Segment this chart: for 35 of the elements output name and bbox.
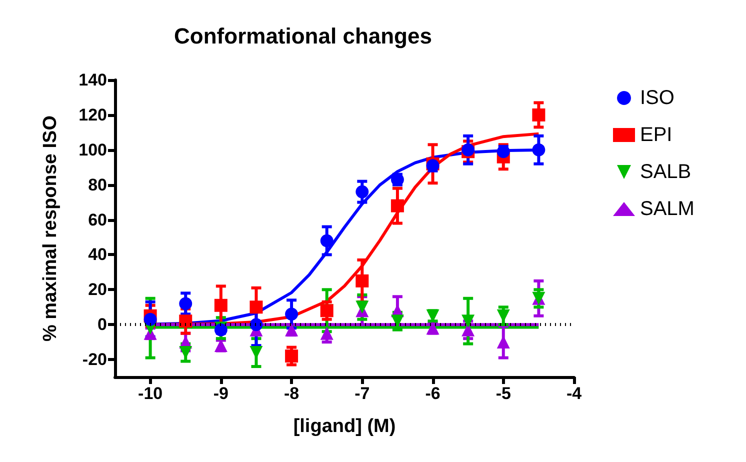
y-tick-label: -20 — [82, 350, 107, 370]
point — [285, 350, 298, 363]
x-tick-label: -4 — [566, 384, 582, 403]
y-tick-label: 100 — [78, 140, 107, 160]
point — [250, 318, 263, 332]
x-tick-label: -5 — [496, 384, 511, 403]
point — [532, 143, 546, 156]
legend-label: EPI — [640, 124, 672, 146]
point — [390, 199, 404, 212]
y-tick-label: 40 — [88, 245, 107, 264]
legend-label: SALM — [640, 198, 694, 220]
chart-title: Conformational changes — [174, 24, 432, 48]
x-tick-label: -8 — [284, 384, 300, 403]
point — [356, 185, 369, 198]
point — [320, 234, 334, 248]
point — [356, 274, 369, 288]
y-tick-label: 20 — [88, 280, 107, 300]
y-tick-label: 140 — [78, 70, 107, 90]
y-tick-label: 60 — [88, 210, 107, 230]
point — [250, 300, 263, 314]
y-tick-label: 80 — [88, 175, 107, 194]
legend-label: SALB — [640, 161, 692, 183]
x-tick-label: -7 — [354, 384, 370, 403]
x-tick-label: -10 — [138, 384, 163, 403]
x-tick-label: -9 — [213, 384, 228, 403]
point — [214, 298, 228, 312]
x-axis-title: [ligand] (M) — [293, 416, 396, 437]
point — [532, 108, 546, 122]
point — [285, 308, 298, 321]
y-axis-title: % maximal response ISO — [40, 116, 61, 342]
x-tick-label: -6 — [425, 384, 440, 403]
legend-label: ISO — [640, 87, 674, 109]
y-tick-label: 0 — [98, 315, 107, 334]
y-tick-label: 120 — [78, 105, 107, 124]
point — [462, 323, 475, 336]
